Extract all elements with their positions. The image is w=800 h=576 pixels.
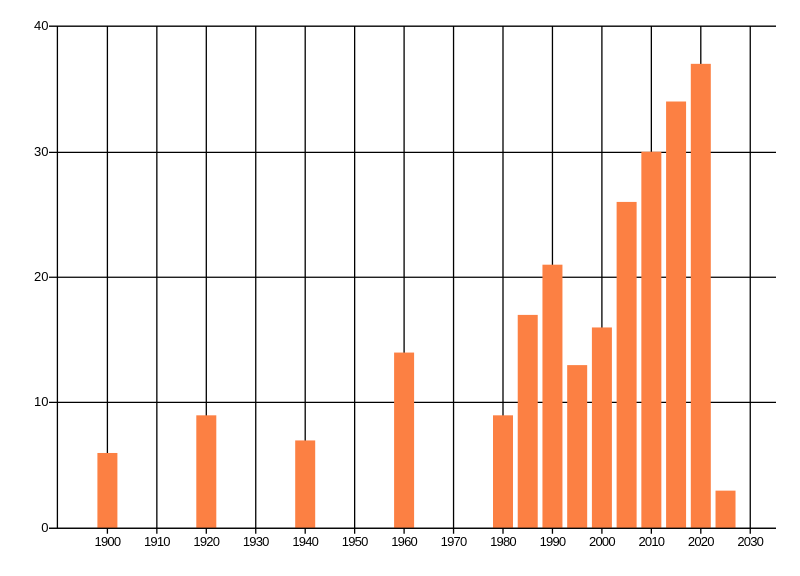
- svg-text:2030: 2030: [737, 534, 763, 549]
- svg-text:10: 10: [34, 394, 48, 409]
- svg-text:2020: 2020: [688, 534, 714, 549]
- svg-text:1960: 1960: [391, 534, 417, 549]
- svg-text:1940: 1940: [292, 534, 318, 549]
- svg-text:1950: 1950: [342, 534, 368, 549]
- svg-text:1900: 1900: [95, 534, 121, 549]
- svg-text:20: 20: [34, 269, 48, 284]
- svg-text:1920: 1920: [193, 534, 219, 549]
- svg-text:1930: 1930: [243, 534, 269, 549]
- svg-text:1910: 1910: [144, 534, 170, 549]
- svg-text:1990: 1990: [540, 534, 566, 549]
- svg-text:2010: 2010: [638, 534, 664, 549]
- svg-text:0: 0: [41, 520, 48, 535]
- svg-text:1980: 1980: [490, 534, 516, 549]
- svg-text:40: 40: [34, 18, 48, 33]
- svg-text:2000: 2000: [589, 534, 615, 549]
- svg-text:1970: 1970: [441, 534, 467, 549]
- svg-text:30: 30: [34, 144, 48, 159]
